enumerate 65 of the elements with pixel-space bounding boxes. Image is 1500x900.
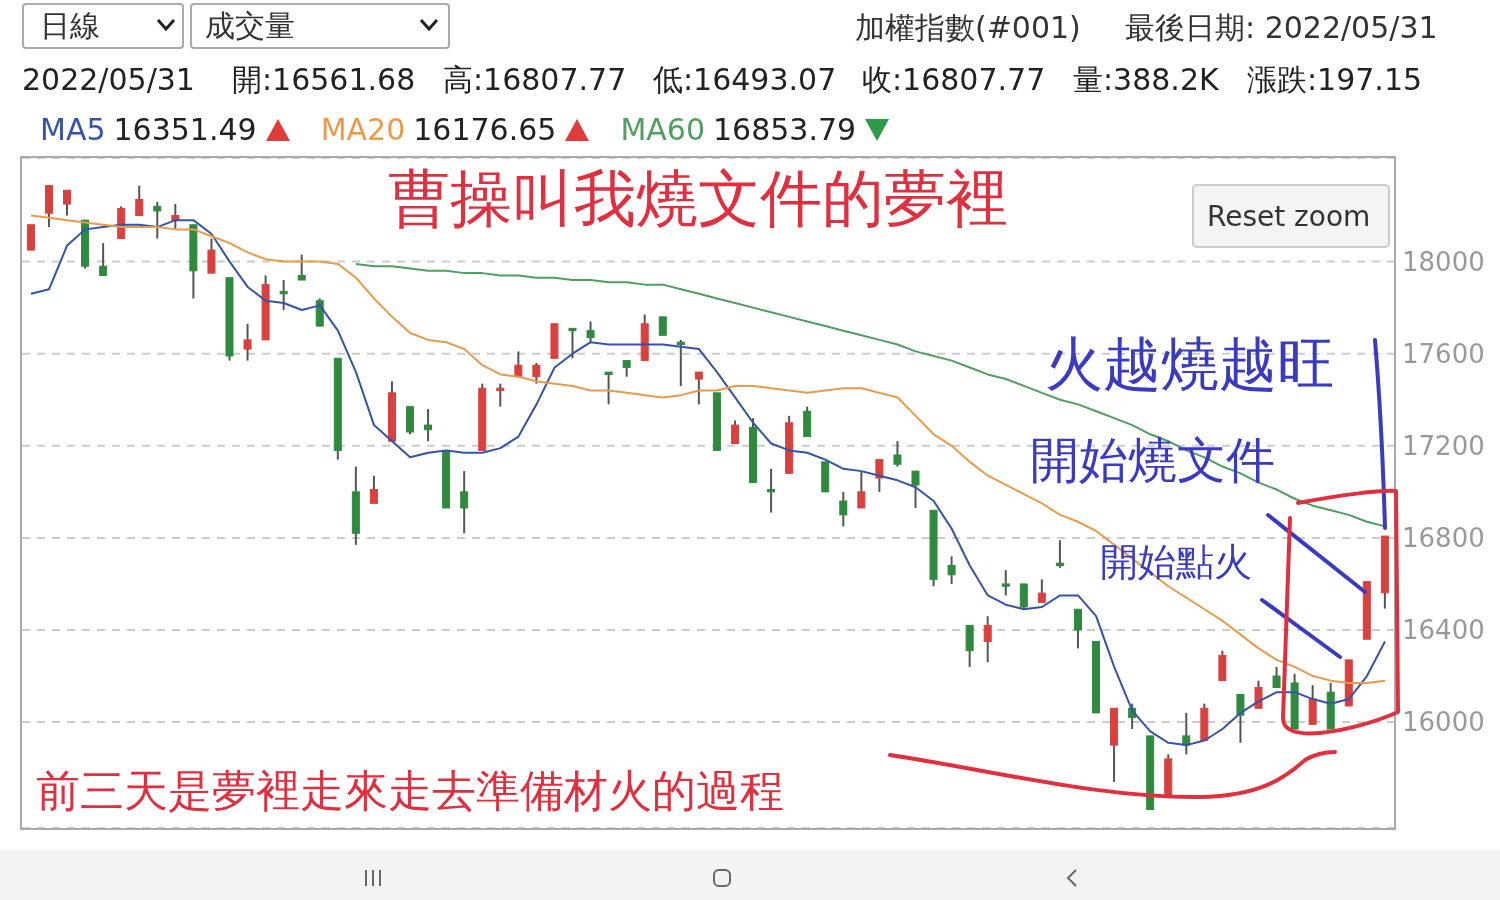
y-tick-label: 16400	[1402, 615, 1485, 646]
candlestick	[207, 237, 216, 275]
annotation: 開始點火	[1100, 540, 1252, 586]
candlestick	[893, 440, 902, 468]
candlestick	[730, 419, 739, 445]
line-series	[354, 262, 1386, 528]
text: 開:16561.68	[232, 62, 416, 98]
candlestick	[586, 320, 595, 344]
text: 漲跌:197.15	[1247, 62, 1423, 98]
chart-title: 曹操叫我燒文件的夢裡	[388, 162, 1008, 237]
text: 收:16807.77	[862, 62, 1046, 98]
candlestick	[875, 458, 884, 493]
candlestick	[1073, 608, 1082, 650]
candlestick	[297, 253, 306, 282]
candlestick	[983, 615, 992, 664]
text: 加權指數(#001)	[855, 10, 1081, 46]
candlestick	[243, 322, 252, 362]
candlestick	[369, 474, 378, 505]
text: 日線	[40, 8, 100, 44]
text: 16176.65	[413, 112, 557, 147]
annotation: Reset zoom	[1207, 200, 1371, 234]
y-tick-label: 17200	[1402, 431, 1485, 462]
candlestick	[1254, 679, 1263, 710]
candlestick	[496, 382, 505, 408]
text: 2022/05/31	[22, 62, 195, 98]
candlestick	[568, 327, 577, 360]
text: MA5	[40, 112, 106, 147]
text: 低:16493.07	[653, 62, 837, 98]
annotation: 前三天是夢裡走來走去準備材火的過程	[36, 765, 784, 818]
candlestick	[63, 189, 72, 217]
candlestick	[1236, 693, 1245, 744]
candlestick	[1001, 569, 1010, 597]
y-tick-label: 16000	[1402, 707, 1485, 738]
y-tick-label: 18000	[1402, 246, 1485, 277]
candlestick	[532, 361, 541, 385]
candlestick	[99, 242, 108, 277]
candlestick	[460, 470, 469, 535]
candlestick	[153, 200, 162, 240]
annotation: 火越燒越旺	[1045, 330, 1335, 400]
candlestick	[135, 184, 144, 217]
text: 量:388.2K	[1073, 62, 1219, 98]
candlestick	[911, 470, 920, 509]
y-tick-label: 16800	[1402, 523, 1485, 554]
text: MA60	[620, 112, 705, 147]
candlestick	[839, 490, 848, 528]
text: 成交量	[205, 8, 295, 44]
text: 最後日期: 2022/05/31	[1125, 10, 1438, 46]
y-tick-label: 17600	[1402, 338, 1485, 369]
text: 16351.49	[113, 112, 257, 147]
candlestick	[694, 371, 703, 406]
candlestick	[279, 279, 288, 311]
candlestick	[1055, 539, 1064, 569]
candlestick	[947, 555, 956, 585]
candlestick	[604, 371, 613, 406]
candlestick	[676, 338, 685, 387]
candlestick	[1272, 665, 1281, 689]
text: 高:16807.77	[443, 62, 627, 98]
candlestick	[857, 470, 866, 509]
candlestick	[1019, 582, 1028, 611]
text: MA20	[320, 112, 406, 147]
text: 16853.79	[713, 112, 857, 147]
candlestick	[658, 315, 667, 337]
candlestick	[424, 407, 433, 443]
candlestick	[767, 467, 776, 514]
candlestick	[1037, 578, 1046, 604]
